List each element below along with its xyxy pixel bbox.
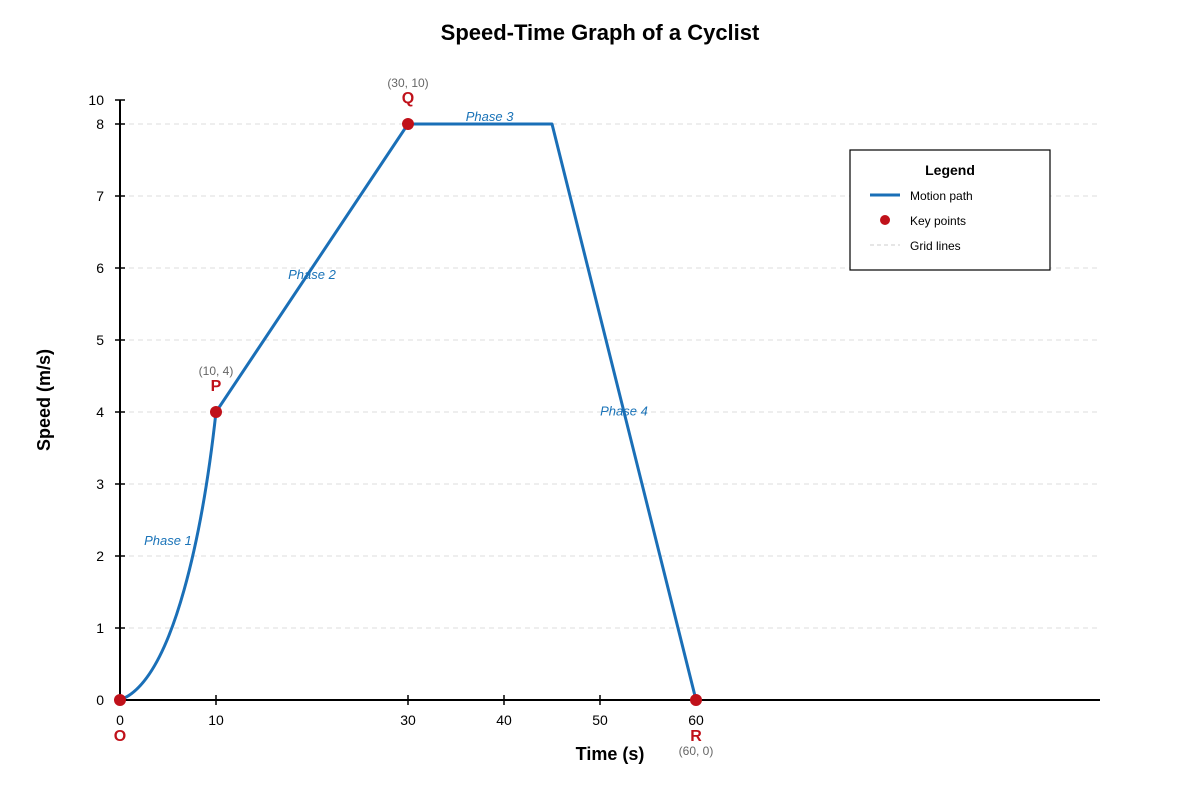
y-tick-label-4: 4 [96,404,104,420]
key-point-r [690,694,702,706]
key-points: O P(10, 4) Q(30, 10) R(60, 0) [114,76,714,758]
key-point-o [114,694,126,706]
y-tick-label-0: 0 [96,692,104,708]
y-tick-label-10: 10 [88,92,104,108]
legend: Legend Motion path Key points Grid lines [849,149,1051,271]
key-point-p [210,406,222,418]
phase-label-2: Phase 2 [288,267,336,282]
legend-item-grid-lines: Grid lines [910,239,961,253]
tick-labels: 0 1 2 3 4 5 6 7 8 10 0 10 30 40 50 60 [88,92,704,728]
y-axis-label: Speed (m/s) [34,349,54,451]
phase-label-4: Phase 4 [600,404,648,419]
key-point-label-r: R [690,728,702,745]
phase-label-3: Phase 3 [466,109,514,124]
chart-title: Speed-Time Graph of a Cyclist [441,20,760,45]
legend-item-motion-path: Motion path [910,189,973,203]
phase-labels: Phase 1 Phase 2 Phase 3 Phase 4 [144,109,648,548]
y-tick-label-6: 6 [96,260,104,276]
phase-label-1: Phase 1 [144,533,192,548]
key-point-coord-p: (10, 4) [199,364,234,378]
y-tick-label-1: 1 [96,620,104,636]
x-axis-label: Time (s) [576,744,645,764]
grid-lines [120,123,1100,629]
key-point-label-q: Q [402,90,414,107]
legend-item-key-points: Key points [910,214,966,228]
key-point-q [402,118,414,130]
y-tick-label-8: 8 [96,116,104,132]
x-tick-label-60: 60 [688,712,704,728]
x-tick-label-10: 10 [208,712,224,728]
key-point-coord-q: (30, 10) [387,76,428,90]
x-tick-label-0: 0 [116,712,124,728]
y-tick-label-3: 3 [96,476,104,492]
key-point-label-p: P [211,378,222,395]
x-tick-label-40: 40 [496,712,512,728]
x-tick-label-30: 30 [400,712,416,728]
legend-box [849,149,1051,271]
x-tick-label-50: 50 [592,712,608,728]
legend-marker-swatch [880,215,890,225]
y-tick-label-7: 7 [96,188,104,204]
key-point-label-o: O [114,728,126,745]
key-point-coord-r: (60, 0) [679,744,714,758]
y-tick-label-2: 2 [96,548,104,564]
legend-title: Legend [925,162,975,178]
y-tick-label-5: 5 [96,332,104,348]
